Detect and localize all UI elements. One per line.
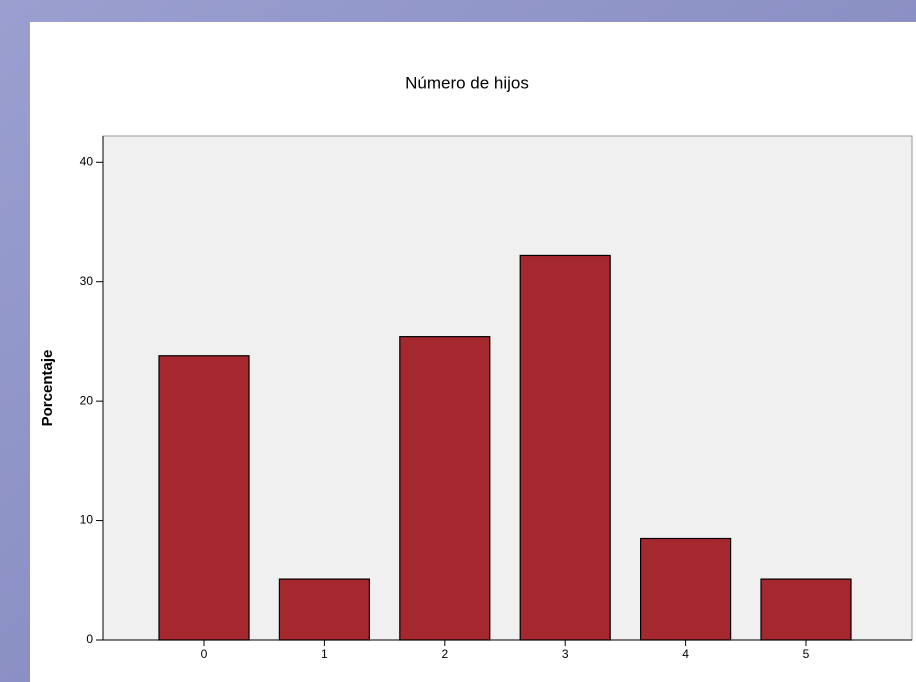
x-tick-label: 4	[682, 647, 689, 661]
x-tick-label: 3	[562, 647, 569, 661]
bar	[399, 336, 491, 641]
y-tick-label: 0	[86, 632, 93, 646]
bar	[278, 578, 370, 641]
bar	[158, 355, 250, 641]
y-tick-label: 10	[80, 513, 94, 527]
bar	[639, 537, 732, 641]
y-tick-label: 20	[80, 393, 94, 407]
y-tick-label: 30	[80, 274, 94, 288]
x-tick-label: 0	[201, 647, 208, 661]
x-tick-label: 2	[441, 647, 448, 661]
bar	[519, 254, 611, 641]
x-tick-label: 1	[321, 647, 328, 661]
y-tick-label: 40	[80, 154, 94, 168]
chart-title: Número de hijos	[405, 73, 529, 92]
bar	[760, 578, 852, 641]
x-tick-label: 5	[803, 647, 810, 661]
y-axis-label: Porcentaje	[39, 350, 56, 427]
